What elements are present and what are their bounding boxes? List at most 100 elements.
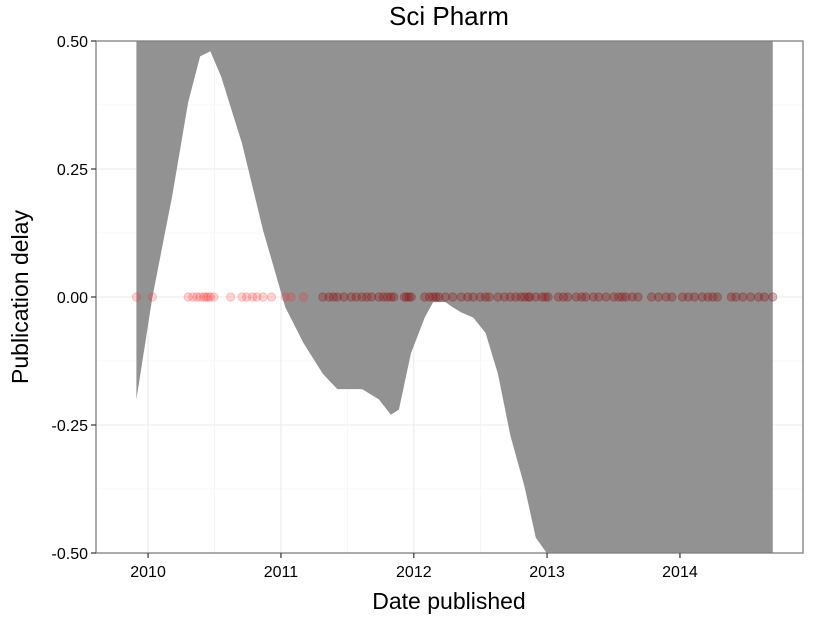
data-point bbox=[731, 292, 741, 302]
data-point bbox=[609, 292, 619, 302]
data-point bbox=[258, 292, 268, 302]
x-axis: 2010 2011 2012 2013 2014 bbox=[130, 553, 698, 581]
data-point bbox=[703, 292, 713, 302]
data-point bbox=[247, 292, 258, 302]
data-point bbox=[434, 292, 444, 302]
data-point bbox=[571, 292, 581, 302]
data-point bbox=[389, 292, 399, 302]
data-point bbox=[683, 292, 693, 302]
data-point bbox=[617, 292, 628, 302]
data-point bbox=[653, 292, 664, 302]
data-point bbox=[697, 292, 707, 302]
data-point bbox=[420, 292, 430, 302]
data-point bbox=[286, 292, 296, 302]
data-point bbox=[448, 292, 458, 302]
x-tick-label: 2011 bbox=[264, 564, 299, 581]
data-point bbox=[475, 292, 485, 302]
data-point bbox=[339, 292, 349, 302]
x-tick-label: 2010 bbox=[130, 564, 166, 581]
data-point bbox=[406, 292, 416, 302]
data-point bbox=[558, 292, 569, 302]
data-point bbox=[226, 292, 236, 302]
data-point bbox=[324, 292, 334, 302]
data-point bbox=[378, 292, 388, 302]
data-point bbox=[543, 292, 553, 302]
data-point bbox=[147, 292, 158, 302]
data-point bbox=[362, 292, 372, 302]
data-point bbox=[621, 292, 631, 302]
data-point bbox=[199, 292, 209, 302]
data-point bbox=[366, 292, 377, 302]
data-point bbox=[195, 292, 205, 302]
data-point bbox=[601, 292, 611, 302]
data-point bbox=[266, 292, 277, 302]
data-point bbox=[131, 292, 142, 302]
data-point bbox=[661, 292, 671, 302]
ribbon-area bbox=[136, 41, 773, 553]
y-tick-label: 0.25 bbox=[57, 162, 88, 179]
data-point bbox=[188, 292, 198, 302]
data-point bbox=[614, 292, 624, 302]
data-point bbox=[493, 292, 503, 302]
data-point bbox=[511, 292, 521, 302]
data-point bbox=[581, 292, 591, 302]
x-axis-title: Date published bbox=[372, 588, 525, 614]
data-point bbox=[712, 292, 723, 302]
y-tick-label: 0.00 bbox=[57, 290, 88, 307]
data-point bbox=[332, 292, 342, 302]
data-point bbox=[499, 292, 510, 302]
data-point bbox=[404, 292, 414, 302]
y-tick-label: 0.50 bbox=[57, 34, 88, 51]
data-point bbox=[374, 292, 384, 302]
data-point bbox=[537, 292, 547, 302]
data-point bbox=[505, 292, 515, 302]
data-point bbox=[677, 292, 688, 302]
data-point bbox=[192, 292, 202, 302]
data-point bbox=[183, 292, 193, 302]
data-point bbox=[759, 292, 770, 302]
data-point bbox=[516, 292, 526, 302]
data-point bbox=[633, 292, 643, 302]
data-point bbox=[525, 292, 535, 302]
y-axis: -0.50 -0.25 0.00 0.25 0.50 bbox=[52, 34, 96, 563]
data-point bbox=[386, 292, 396, 302]
data-point bbox=[209, 292, 219, 302]
data-point bbox=[205, 292, 215, 302]
data-point bbox=[588, 292, 598, 302]
data-point bbox=[468, 292, 478, 302]
data-points bbox=[131, 292, 778, 302]
data-point bbox=[382, 292, 392, 302]
data-point bbox=[577, 292, 587, 302]
data-point bbox=[440, 292, 451, 302]
data-point bbox=[351, 292, 361, 302]
data-point bbox=[431, 292, 441, 302]
data-point bbox=[594, 292, 604, 302]
confidence-ribbon bbox=[136, 41, 773, 553]
data-point bbox=[480, 292, 491, 302]
data-point bbox=[753, 292, 764, 302]
data-point bbox=[424, 292, 435, 302]
data-point bbox=[726, 292, 736, 302]
data-point bbox=[745, 292, 756, 302]
data-point bbox=[237, 292, 247, 302]
data-point bbox=[708, 292, 718, 302]
x-tick-label: 2012 bbox=[396, 564, 432, 581]
data-point bbox=[242, 292, 252, 302]
data-point bbox=[484, 292, 494, 302]
data-point bbox=[523, 292, 533, 302]
data-point bbox=[252, 292, 262, 302]
data-point bbox=[298, 292, 309, 302]
data-point bbox=[201, 292, 211, 302]
data-point bbox=[646, 292, 657, 302]
x-tick-label: 2014 bbox=[662, 564, 698, 581]
data-point bbox=[627, 292, 637, 302]
data-point bbox=[667, 292, 677, 302]
data-point bbox=[463, 292, 473, 302]
data-point bbox=[689, 292, 700, 302]
data-point bbox=[540, 292, 550, 302]
data-point bbox=[456, 292, 466, 302]
data-point bbox=[519, 292, 530, 302]
data-point bbox=[357, 292, 367, 302]
data-point bbox=[203, 292, 213, 302]
